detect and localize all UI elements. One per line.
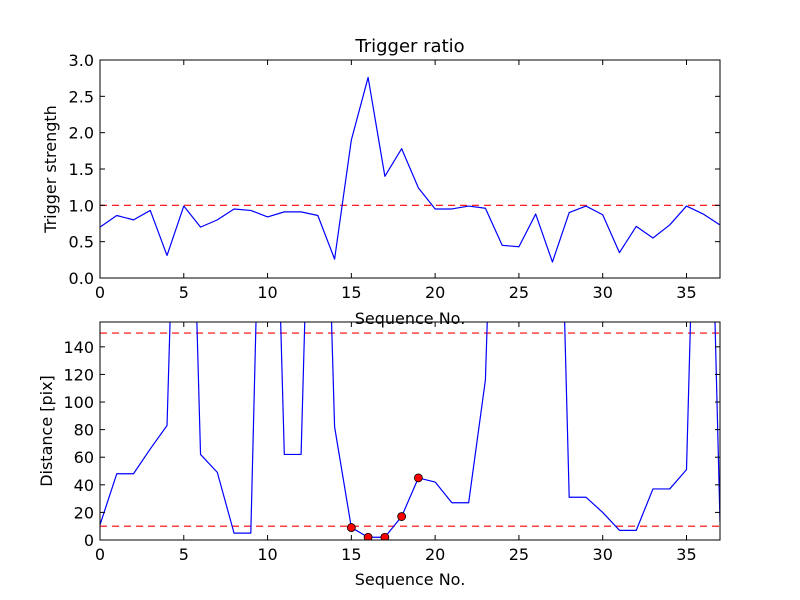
distance-panel: 0 5 10 15 20 25 30 35 0 20 40 60 80 100 120 140 Sequenc… (37, 321, 721, 589)
y-tick-label: 120 (63, 365, 94, 384)
data-point-marker (397, 512, 407, 521)
trigger-ratio-panel: Trigger ratio 0 5 10 15 20 25 30 35 0.0 0.5 1.0 1.5… (41, 36, 721, 328)
x-tick-label: 10 (257, 545, 277, 564)
x-axis-label: Sequence No. (355, 570, 466, 589)
y-tick-label: 20 (74, 503, 94, 522)
y-tick-label: 0.0 (69, 269, 94, 288)
plot-frame (99, 321, 721, 541)
y-tick-label: 60 (74, 448, 94, 467)
y-tick-label: 2.5 (69, 87, 94, 106)
x-tick-label: 10 (257, 283, 277, 302)
x-axis-label: Sequence No. (355, 309, 466, 328)
y-tick-label: 1.5 (69, 160, 94, 179)
series-line (100, 322, 720, 538)
y-tick-label: 140 (63, 338, 94, 357)
x-tick-label: 0 (95, 545, 105, 564)
y-tick-label: 0.5 (69, 233, 94, 252)
y-tick-label: 1.0 (69, 196, 94, 215)
y-tick-label: 80 (74, 421, 94, 440)
y-tick-label: 3.0 (69, 51, 94, 70)
data-point-marker (346, 523, 356, 532)
x-tick-label: 15 (341, 545, 361, 564)
x-tick-label: 35 (676, 283, 696, 302)
x-tick-label: 0 (95, 283, 105, 302)
y-tick-label: 40 (74, 476, 94, 495)
x-tick-label: 30 (593, 545, 613, 564)
y-axis-label: Distance [pix] (37, 375, 56, 487)
x-tick-label: 20 (425, 283, 445, 302)
y-tick-label: 100 (63, 393, 94, 412)
x-tick-label: 25 (509, 283, 529, 302)
x-tick-label: 5 (179, 283, 189, 302)
chart-title: Trigger ratio (354, 36, 464, 57)
y-tick-label: 0 (84, 531, 94, 550)
data-point-marker (363, 532, 373, 540)
x-tick-label: 25 (509, 545, 529, 564)
y-tick-label: 2.0 (69, 124, 94, 143)
x-tick-label: 5 (179, 545, 189, 564)
x-tick-label: 20 (425, 545, 445, 564)
data-point-marker (413, 473, 423, 483)
x-tick-label: 15 (341, 283, 361, 302)
series-line (100, 76, 720, 263)
y-axis-label: Trigger strength (41, 105, 60, 234)
data-point-marker (380, 532, 390, 540)
x-tick-label: 30 (593, 283, 613, 302)
x-tick-label: 35 (676, 545, 696, 564)
